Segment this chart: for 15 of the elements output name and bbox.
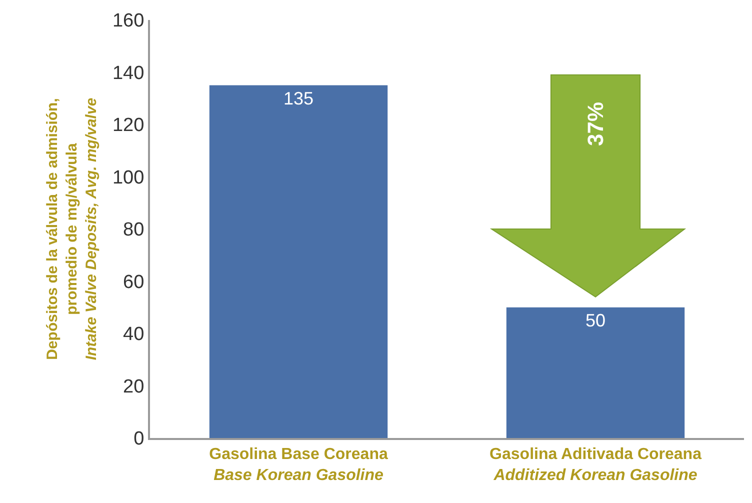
annotation: 37% xyxy=(583,102,608,146)
x-tick-label: Gasolina Base Coreana Base Korean Gasoline xyxy=(209,446,388,484)
y-tick-label: 0 xyxy=(134,428,144,450)
y-tick-label: 80 xyxy=(123,220,144,241)
data-label: 50 xyxy=(585,310,606,330)
y-tick-label: 40 xyxy=(123,324,144,346)
data-label: 135 xyxy=(283,88,314,108)
x-tick-label: Gasolina Aditivada Coreana Additized Korean Gasoline xyxy=(490,446,702,484)
y-tick-label: 140 xyxy=(112,62,144,84)
y-tick-label: 20 xyxy=(123,376,144,398)
y-tick-label: 60 xyxy=(123,272,144,293)
y-tick-label: 160 xyxy=(112,10,144,32)
y-tick-label: 100 xyxy=(112,167,144,188)
y-tick-label: 120 xyxy=(112,115,144,136)
y-axis-title: Depósitos de la válvula de admisión, promedio de mg/válvula Intake Valve Deposits, Avg. mg/valve xyxy=(44,98,100,360)
